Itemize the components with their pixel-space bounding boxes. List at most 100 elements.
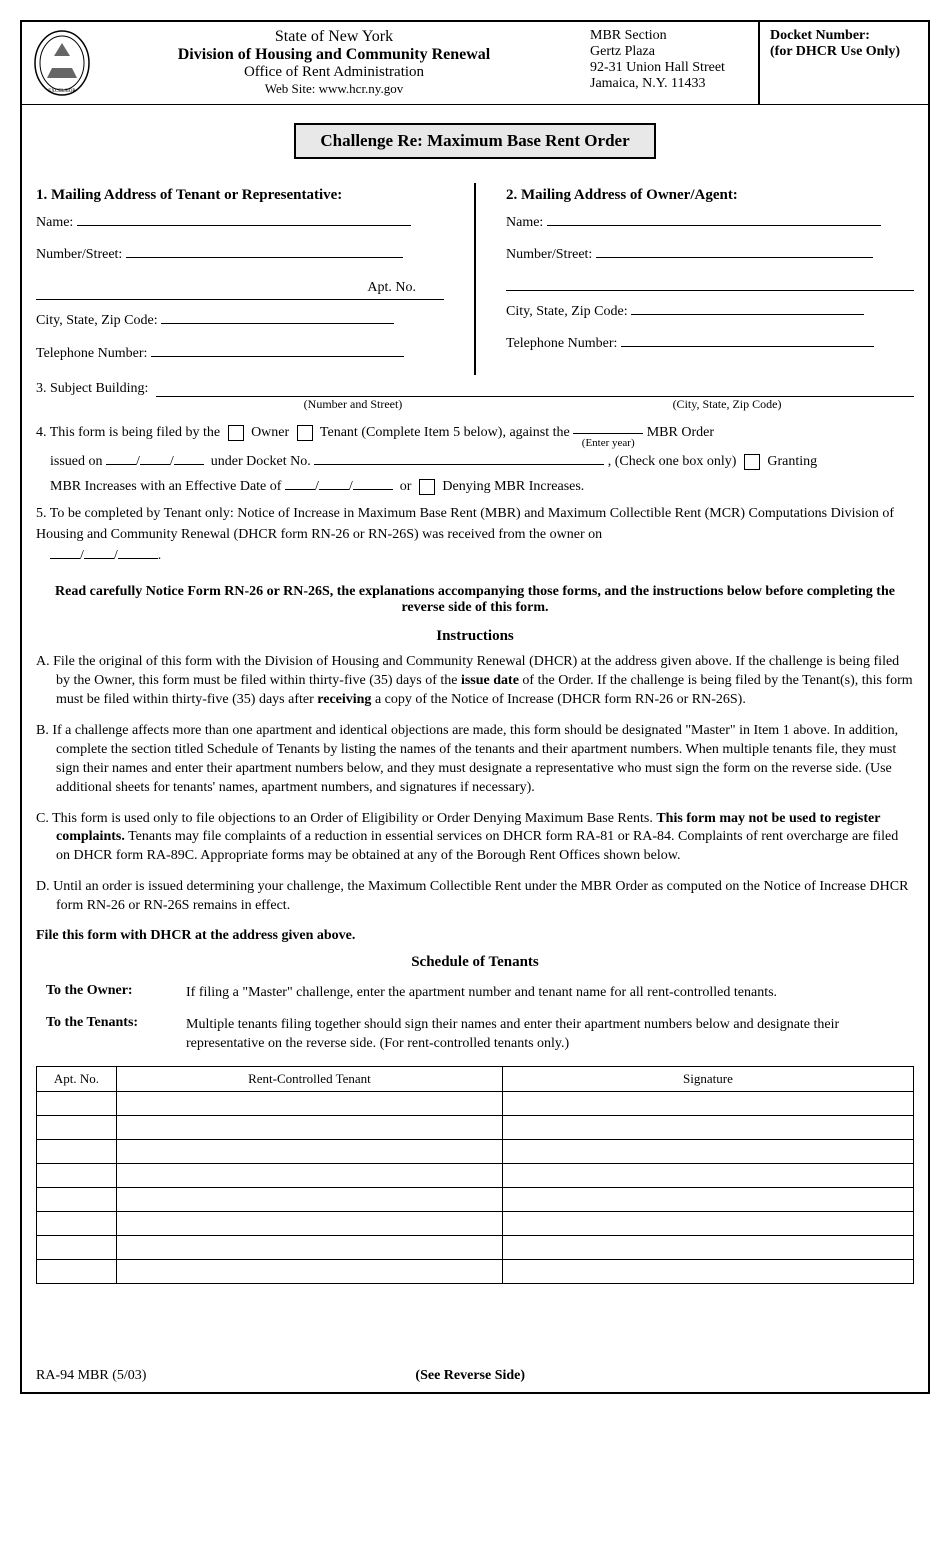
eff-d[interactable]	[319, 489, 349, 490]
file-with: File this form with DHCR at the address …	[36, 928, 914, 944]
name-label: Name:	[506, 215, 543, 230]
header-office: Office of Rent Administration	[100, 64, 568, 81]
s4-checkone: , (Check one box only)	[608, 454, 737, 469]
cell-tenant[interactable]	[117, 1187, 503, 1211]
th-signature: Signature	[502, 1066, 913, 1091]
s4-underdocket: under Docket No.	[211, 454, 311, 469]
cell-tenant[interactable]	[117, 1163, 503, 1187]
svg-text:EXCELSIOR: EXCELSIOR	[48, 89, 76, 94]
eff-m[interactable]	[285, 489, 315, 490]
owner-line2-field[interactable]	[506, 277, 914, 291]
cell-apt[interactable]	[37, 1163, 117, 1187]
cell-signature[interactable]	[502, 1115, 913, 1139]
instr-a-post: a copy of the Notice of Increase (DHCR f…	[371, 692, 745, 707]
to-owner-text: If filing a "Master" challenge, enter th…	[186, 983, 914, 1003]
footer-right-spacer	[794, 1368, 914, 1384]
to-tenants-text: Multiple tenants filing together should …	[186, 1015, 914, 1054]
tenant-street-field[interactable]: Number/Street:	[36, 244, 444, 266]
cell-signature[interactable]	[502, 1211, 913, 1235]
year-field[interactable]: (Enter year)	[573, 420, 643, 449]
subject-building-row: 3. Subject Building: (Number and Street)…	[36, 381, 914, 412]
instr-a-bold2: receiving	[317, 692, 371, 707]
table-row	[37, 1211, 914, 1235]
instruction-a: A. File the original of this form with t…	[36, 653, 914, 710]
instructions-head: Instructions	[36, 628, 914, 645]
s5-text: 5. To be completed by Tenant only: Notic…	[36, 506, 894, 542]
cell-signature[interactable]	[502, 1187, 913, 1211]
denying-checkbox[interactable]	[419, 479, 435, 495]
recv-d[interactable]	[84, 558, 114, 559]
column-divider	[474, 183, 476, 375]
cell-tenant[interactable]	[117, 1235, 503, 1259]
csz-label: City, State, Zip Code:	[506, 304, 628, 319]
owner-checkbox[interactable]	[228, 425, 244, 441]
footer: RA-94 MBR (5/03) (See Reverse Side)	[22, 1364, 928, 1392]
cell-signature[interactable]	[502, 1163, 913, 1187]
eff-y[interactable]	[353, 489, 393, 490]
cell-tenant[interactable]	[117, 1211, 503, 1235]
cell-signature[interactable]	[502, 1259, 913, 1283]
tel-label: Telephone Number:	[506, 336, 617, 351]
cell-tenant[interactable]	[117, 1259, 503, 1283]
cell-apt[interactable]	[37, 1139, 117, 1163]
s4-mbrinc: MBR Increases with an Effective Date of	[50, 479, 281, 494]
owner-csz-field[interactable]: City, State, Zip Code:	[506, 301, 914, 323]
s4-issued: issued on	[50, 454, 103, 469]
tenant-name-field[interactable]: Name:	[36, 212, 444, 234]
cell-apt[interactable]	[37, 1235, 117, 1259]
subject-blank[interactable]	[156, 383, 914, 397]
tenant-apt-field[interactable]: Apt. No.	[36, 277, 444, 300]
cell-tenant[interactable]	[117, 1091, 503, 1115]
tenant-checkbox[interactable]	[297, 425, 313, 441]
cell-apt[interactable]	[37, 1115, 117, 1139]
table-row	[37, 1235, 914, 1259]
docket-box: Docket Number: (for DHCR Use Only)	[758, 22, 928, 104]
cell-signature[interactable]	[502, 1091, 913, 1115]
s4-denying: Denying MBR Increases.	[442, 479, 584, 494]
cell-apt[interactable]	[37, 1091, 117, 1115]
numstreet-label: Number/Street:	[36, 247, 122, 262]
docket-sub: (for DHCR Use Only)	[770, 44, 918, 60]
cell-apt[interactable]	[37, 1211, 117, 1235]
granting-checkbox[interactable]	[744, 454, 760, 470]
table-body	[37, 1091, 914, 1283]
cell-tenant[interactable]	[117, 1115, 503, 1139]
s4-or: or	[400, 479, 412, 494]
tenant-tel-field[interactable]: Telephone Number:	[36, 343, 444, 365]
cell-apt[interactable]	[37, 1187, 117, 1211]
tenant-csz-field[interactable]: City, State, Zip Code:	[36, 310, 444, 332]
cell-signature[interactable]	[502, 1235, 913, 1259]
street-address: 92-31 Union Hall Street	[590, 60, 746, 76]
cell-tenant[interactable]	[117, 1139, 503, 1163]
owner-street-field[interactable]: Number/Street:	[506, 244, 914, 266]
instr-a-bold1: issue date	[461, 673, 519, 688]
cell-signature[interactable]	[502, 1139, 913, 1163]
s4-tenant: Tenant (Complete Item 5 below), against …	[320, 425, 570, 440]
schedule-head: Schedule of Tenants	[36, 954, 914, 971]
recv-y[interactable]	[118, 558, 158, 559]
section5: 5. To be completed by Tenant only: Notic…	[36, 503, 914, 566]
subject-sub2: (City, State, Zip Code)	[540, 397, 914, 412]
header-state: State of New York	[100, 28, 568, 46]
subject-sub1: (Number and Street)	[166, 397, 540, 412]
date-y[interactable]	[174, 464, 204, 465]
content: 1. Mailing Address of Tenant or Represen…	[22, 177, 928, 1364]
cell-apt[interactable]	[37, 1259, 117, 1283]
csz-label: City, State, Zip Code:	[36, 313, 158, 328]
instruction-c: C. This form is used only to file object…	[36, 810, 914, 867]
table-row	[37, 1163, 914, 1187]
recv-m[interactable]	[50, 558, 80, 559]
table-row	[37, 1115, 914, 1139]
owner-name-field[interactable]: Name:	[506, 212, 914, 234]
date-d[interactable]	[140, 464, 170, 465]
owner-tel-field[interactable]: Telephone Number:	[506, 333, 914, 355]
s4-mbrorder: MBR Order	[647, 425, 714, 440]
table-row	[37, 1187, 914, 1211]
table-header-row: Apt. No. Rent-Controlled Tenant Signatur…	[37, 1066, 914, 1091]
footer-left: RA-94 MBR (5/03)	[36, 1368, 146, 1384]
name-label: Name:	[36, 215, 73, 230]
date-m[interactable]	[106, 464, 136, 465]
instr-c-post: Tenants may file complaints of a reducti…	[56, 829, 898, 863]
docket-no-field[interactable]	[314, 464, 604, 465]
instruction-d: D. Until an order is issued determining …	[36, 878, 914, 916]
